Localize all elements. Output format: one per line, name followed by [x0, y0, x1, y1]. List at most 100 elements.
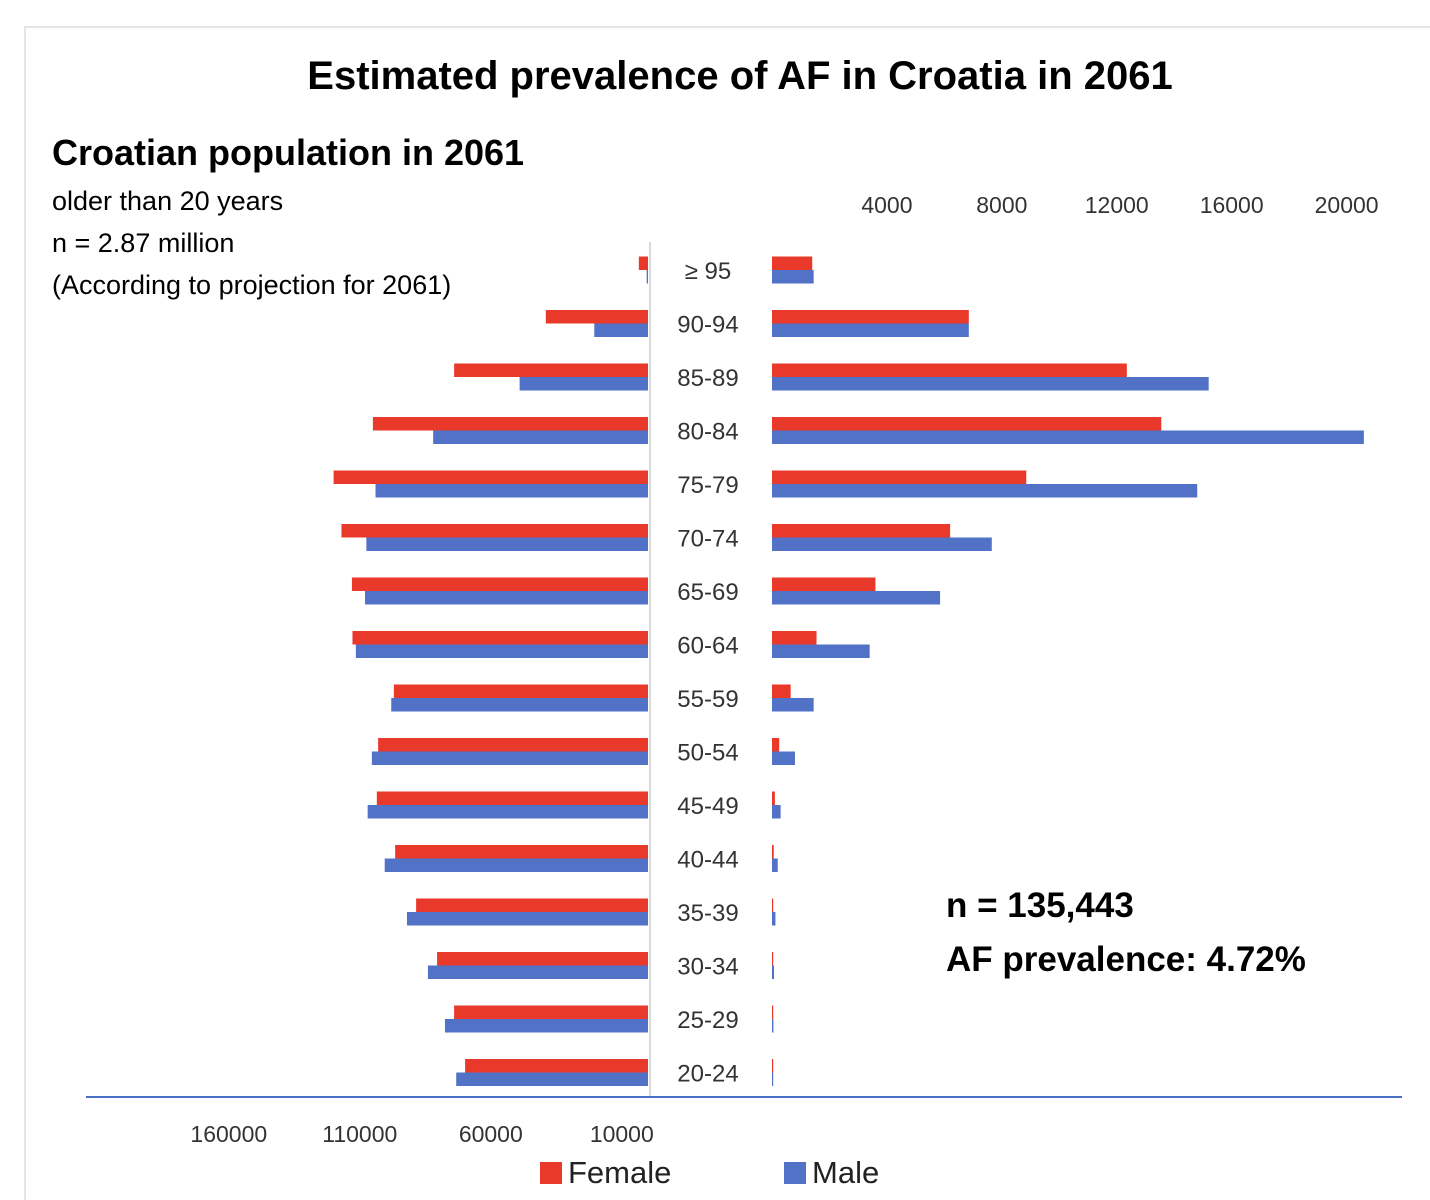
- population-female-bar: [372, 417, 648, 431]
- population-female-bar: [378, 738, 648, 752]
- age-group-label: 60-64: [677, 633, 738, 660]
- af-male-bar: [772, 644, 870, 658]
- population-female-bar: [437, 952, 648, 966]
- population-male-bar: [391, 698, 648, 712]
- af-tick-label: 16000: [1200, 192, 1264, 218]
- legend-male-swatch: [784, 1162, 806, 1184]
- af-male-bar: [772, 751, 795, 765]
- af-male-bar: [772, 912, 776, 926]
- population-male-bar: [519, 377, 648, 391]
- af-cases-total: n = 135,443: [946, 886, 1134, 925]
- age-group-label: 50-54: [677, 740, 738, 767]
- legend-female-swatch: [540, 1162, 562, 1184]
- age-group-label: 45-49: [677, 793, 738, 820]
- af-male-bar: [772, 270, 814, 284]
- population-female-bar: [454, 1005, 648, 1019]
- population-male-bar: [406, 912, 648, 926]
- af-male-bar: [772, 591, 941, 605]
- af-female-bar: [772, 417, 1162, 431]
- af-female-bar: [772, 310, 969, 324]
- af-male-bar: [772, 965, 775, 979]
- population-subtitle-source: (According to projection for 2061): [52, 270, 452, 300]
- age-group-label: 65-69: [677, 579, 738, 606]
- population-male-bar: [366, 537, 648, 551]
- af-male-bar: [772, 377, 1209, 391]
- af-tick-label: 20000: [1315, 192, 1379, 218]
- population-female-bar: [352, 631, 648, 645]
- population-subtitle-count: n = 2.87 million: [52, 228, 235, 258]
- af-prevalence: AF prevalence: 4.72%: [946, 940, 1306, 979]
- legend-male-label: Male: [812, 1155, 880, 1190]
- population-female-bar: [545, 310, 648, 324]
- population-female-bar: [454, 363, 648, 377]
- population-female-bar: [341, 524, 648, 538]
- chart-title: Estimated prevalence of AF in Croatia in…: [307, 54, 1173, 98]
- population-title: Croatian population in 2061: [52, 132, 525, 173]
- af-tick-label: 8000: [976, 192, 1027, 218]
- legend-female-label: Female: [568, 1155, 672, 1190]
- af-male-bar: [772, 1072, 774, 1086]
- age-group-label: 40-44: [677, 847, 738, 874]
- population-tick-label: 60000: [459, 1121, 523, 1147]
- population-female-bar: [351, 577, 648, 591]
- af-female-bar: [772, 1059, 774, 1073]
- af-female-bar: [772, 684, 791, 698]
- age-group-label: 80-84: [677, 419, 738, 446]
- population-male-bar: [371, 751, 648, 765]
- population-female-bar: [393, 684, 648, 698]
- af-male-bar: [772, 430, 1364, 444]
- chart-frame: [24, 26, 1430, 1200]
- age-group-label: 90-94: [677, 312, 738, 339]
- population-female-bar: [395, 845, 648, 859]
- af-female-bar: [772, 791, 775, 805]
- af-female-bar: [772, 738, 780, 752]
- population-male-bar: [365, 591, 648, 605]
- af-tick-label: 4000: [861, 192, 912, 218]
- af-male-bar: [772, 698, 814, 712]
- af-female-bar: [772, 631, 817, 645]
- af-male-bar: [772, 323, 969, 337]
- population-tick-label: 10000: [590, 1121, 654, 1147]
- population-tick-label: 160000: [190, 1121, 267, 1147]
- af-female-bar: [772, 256, 813, 270]
- af-male-bar: [772, 537, 992, 551]
- af-female-bar: [772, 898, 774, 912]
- age-group-label: 70-74: [677, 526, 738, 553]
- af-female-bar: [772, 1005, 774, 1019]
- population-female-bar: [638, 256, 648, 270]
- legend-male: Male: [784, 1155, 879, 1191]
- af-male-bar: [772, 484, 1198, 498]
- af-male-bar: [772, 858, 778, 872]
- age-group-label: 35-39: [677, 900, 738, 927]
- af-female-bar: [772, 577, 876, 591]
- population-male-bar: [375, 484, 648, 498]
- population-female-bar: [333, 470, 648, 484]
- af-tick-label: 12000: [1085, 192, 1149, 218]
- age-group-label: 75-79: [677, 472, 738, 499]
- population-subtitle-age: older than 20 years: [52, 186, 284, 216]
- af-female-bar: [772, 524, 951, 538]
- population-male-bar: [594, 323, 648, 337]
- population-male-bar: [384, 858, 648, 872]
- af-female-bar: [772, 363, 1127, 377]
- population-female-bar: [465, 1059, 648, 1073]
- age-group-label: ≥ 95: [685, 258, 732, 285]
- af-male-bar: [772, 805, 781, 819]
- population-male-bar: [433, 430, 648, 444]
- legend-female: Female: [540, 1155, 671, 1191]
- af-female-bar: [772, 952, 774, 966]
- population-male-bar: [444, 1019, 648, 1033]
- age-group-label: 85-89: [677, 365, 738, 392]
- age-group-label: 55-59: [677, 686, 738, 713]
- population-female-bar: [376, 791, 648, 805]
- population-male-bar: [456, 1072, 648, 1086]
- age-group-label: 20-24: [677, 1061, 738, 1088]
- population-male-bar: [646, 270, 648, 284]
- population-female-bar: [416, 898, 648, 912]
- af-male-bar: [772, 1019, 774, 1033]
- age-group-label: 25-29: [677, 1007, 738, 1034]
- population-male-bar: [367, 805, 648, 819]
- population-male-bar: [427, 965, 648, 979]
- population-male-bar: [355, 644, 648, 658]
